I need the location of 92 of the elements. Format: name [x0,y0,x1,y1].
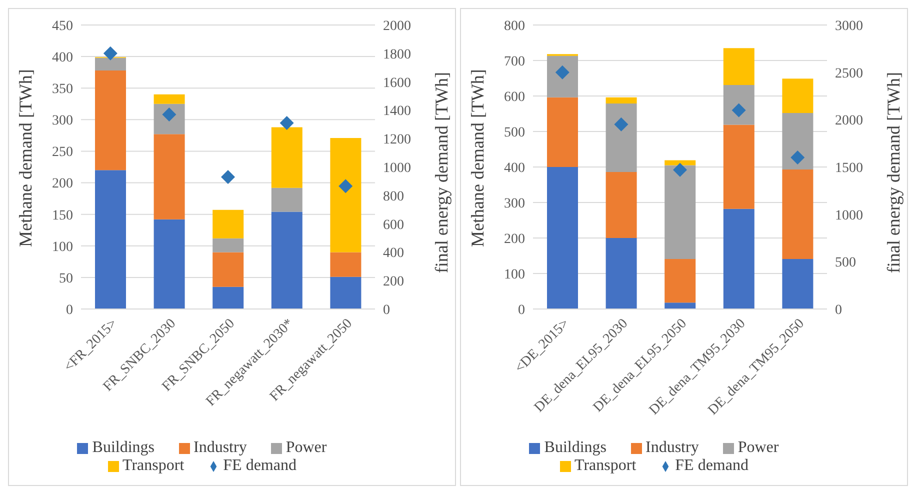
legend-label: Power [286,439,327,456]
y-tick-label: 0 [518,302,525,318]
legend-label: Buildings [92,439,154,456]
y-tick-label: 350 [52,82,73,98]
y2-tick-label: 800 [383,189,404,204]
y-axis-title: Methane demand [TWh] [15,69,36,247]
bar [606,172,637,238]
bar [606,238,637,309]
point [338,179,353,194]
bar [664,165,696,259]
legend-label: Buildings [544,439,606,456]
y-tick-label: 450 [52,18,73,34]
bar [271,188,302,212]
y-tick-label: 400 [52,50,73,66]
legend-label: FE demand [675,457,748,474]
bar [95,70,126,170]
y2-tick-label: 1000 [383,160,411,176]
y-tick-label: 200 [52,176,73,192]
y2-tick-label: 1400 [383,104,411,120]
legend-label: Power [738,439,779,456]
bar [212,210,244,238]
y2-tick-label: 500 [835,256,856,271]
y2-tick-label: 1200 [383,132,411,148]
y2-tick-label: 1800 [383,47,411,62]
point [280,116,294,130]
point [673,162,687,177]
bar [782,258,814,309]
y-tick-label: 500 [504,125,525,140]
bar [606,97,637,104]
bar [212,286,244,309]
y-tick-label: 700 [504,54,525,70]
bar [212,238,244,252]
bar [154,134,185,220]
y2-tick-label: 0 [835,302,842,318]
y2-tick-label: 400 [383,246,404,262]
bar [330,252,362,277]
bar [782,78,814,114]
bar [664,302,696,309]
bar [271,212,302,309]
bar [547,97,578,167]
y2-axis-title: final energy demand [TWh] [883,72,904,274]
y-tick-label: 150 [52,208,73,224]
y2-tick-label: 1000 [835,208,863,224]
bar [782,113,814,170]
y-tick-label: 250 [52,145,73,160]
point [790,150,805,165]
bar [95,170,126,309]
legend-label: Transport [122,457,184,474]
bar [154,94,185,104]
bar [154,219,185,309]
bar [212,252,244,287]
y-tick-label: 50 [59,271,73,286]
bar [95,58,126,70]
y2-tick-label: 3000 [835,18,863,34]
point [614,117,628,132]
bar [606,103,637,172]
y2-tick-label: 200 [383,274,404,290]
y2-tick-label: 0 [383,302,390,318]
bar [271,127,302,188]
y-tick-label: 300 [504,196,525,212]
legend-label: Industry [646,439,699,456]
y-tick-label: 0 [66,302,73,318]
bar [723,124,754,209]
y-tick-label: 800 [504,18,525,34]
bar [330,276,362,309]
y-tick-label: 100 [52,240,73,255]
y-tick-label: 100 [504,267,525,282]
point [103,46,118,60]
legend-label: FE demand [223,457,296,474]
bar [782,169,814,259]
point [221,170,235,184]
bar [723,208,754,309]
y2-tick-label: 1600 [383,76,411,91]
y2-axis-title: final energy demand [TWh] [431,72,452,274]
y-axis-title: Methane demand [TWh] [467,69,488,247]
bar [723,84,754,125]
y2-tick-label: 2000 [835,114,863,129]
y-tick-label: 300 [52,114,73,129]
y-tick-label: 200 [504,232,525,247]
y-tick-label: 600 [504,90,525,105]
legend-label: Transport [574,457,636,474]
y2-tick-label: 600 [383,218,404,233]
y-tick-label: 400 [504,160,525,176]
y2-tick-label: 2000 [383,18,411,34]
y2-tick-label: 1500 [835,160,863,176]
bar [723,48,754,85]
bar [547,167,578,309]
y2-tick-label: 2500 [835,66,863,82]
bar [330,138,362,252]
bar [547,56,578,98]
bar [664,258,696,303]
legend-label: Industry [194,439,247,456]
